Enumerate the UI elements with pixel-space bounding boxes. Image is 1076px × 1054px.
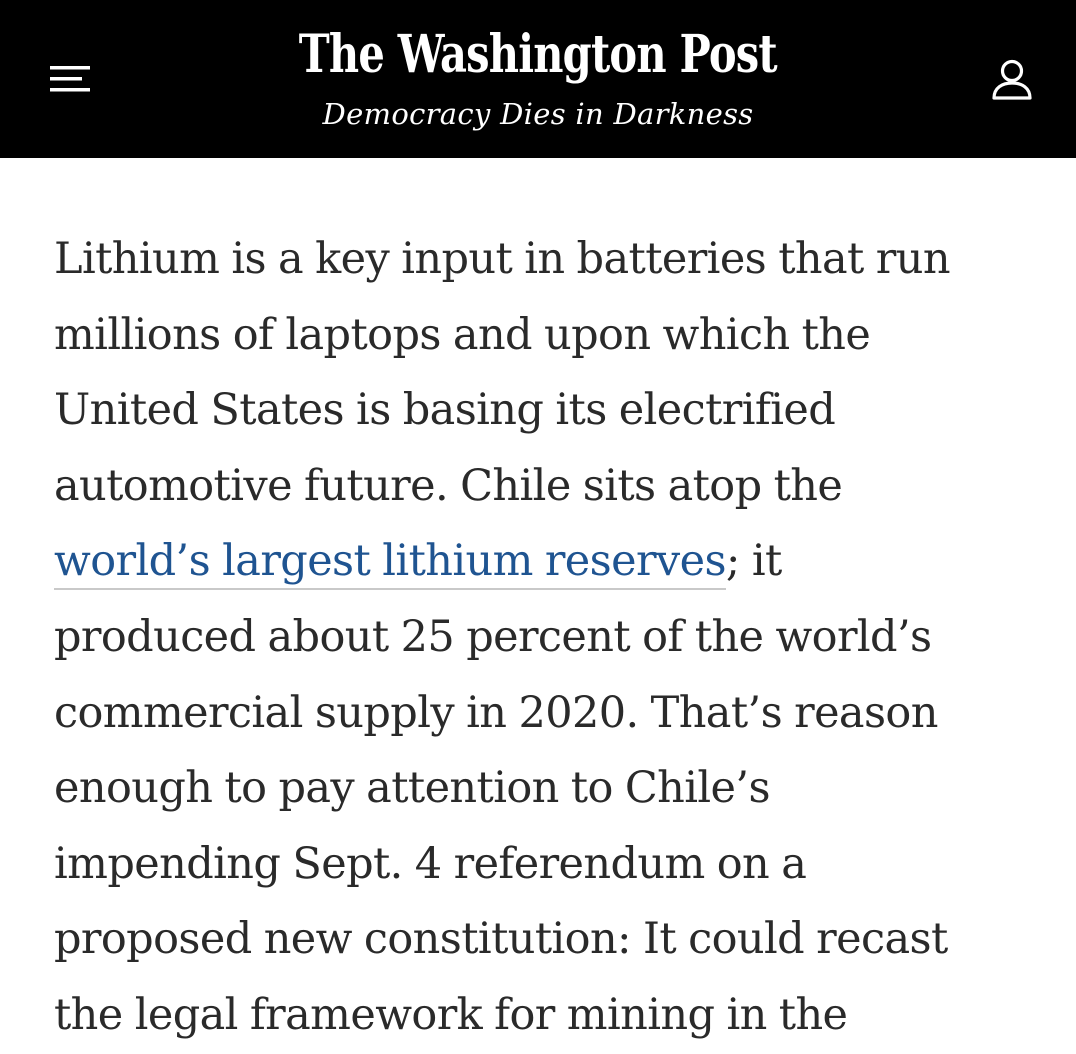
site-header: The Washington Post Democracy Dies in Da…	[0, 0, 1076, 158]
text-line: impending Sept. 4 referendum on a	[54, 838, 807, 889]
text-line: produced about 25 percent of the world’s	[54, 611, 932, 662]
hamburger-menu-icon	[50, 66, 90, 92]
menu-button[interactable]	[48, 60, 92, 96]
text-line: United States is basing its electrified	[54, 385, 836, 436]
text-line: automotive future. Chile sits atop the	[54, 460, 843, 511]
site-logo[interactable]: The Washington Post	[298, 24, 778, 85]
account-button[interactable]	[988, 56, 1036, 104]
text-line-with-link: world’s largest lithium reserves; it	[54, 524, 1044, 600]
text-fragment: ; it	[725, 536, 782, 587]
tagline: Democracy Dies in Darkness	[322, 97, 754, 131]
text-line: enough to pay attention to Chile’s	[54, 763, 771, 814]
article-paragraph: Lithium is a key input in batteries that…	[54, 222, 1044, 1054]
text-line: commercial supply in 2020. That’s reason	[54, 687, 938, 738]
text-line: proposed new constitution: It could reca…	[54, 914, 948, 965]
user-account-icon	[992, 59, 1032, 100]
article-body: Lithium is a key input in batteries that…	[54, 222, 1044, 1054]
text-line: Lithium is a key input in batteries that…	[54, 234, 951, 284]
masthead: The Washington Post Democracy Dies in Da…	[0, 22, 1076, 134]
text-line: the legal framework for mining in the	[54, 989, 848, 1040]
text-line: millions of laptops and upon which the	[54, 309, 871, 360]
lithium-reserves-link[interactable]: world’s largest lithium reserves	[54, 536, 727, 591]
